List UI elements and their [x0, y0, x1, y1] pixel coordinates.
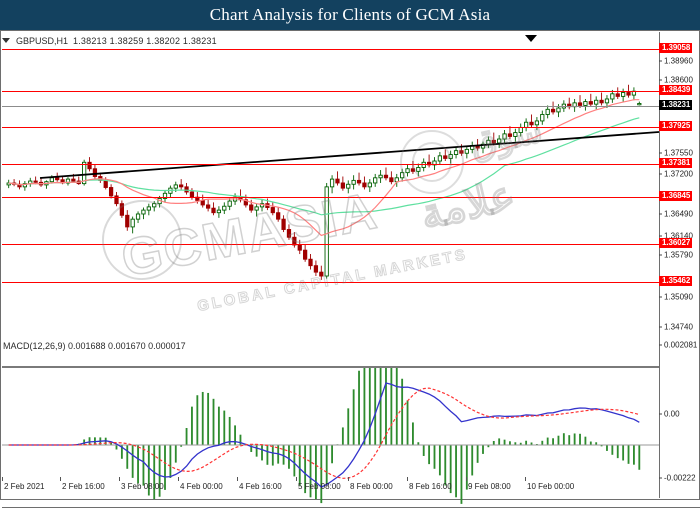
symbol-header[interactable]: GBPUSD,H1 1.38213 1.38259 1.38202 1.3823…	[2, 33, 217, 48]
level-line-1.37925[interactable]	[2, 127, 659, 128]
level-price-tag-1.38439[interactable]: 1.38439	[659, 85, 693, 95]
time-tick	[2, 477, 3, 481]
time-label-8-Feb-00-00: 8 Feb 00:00	[350, 482, 393, 491]
time-label-4-Feb-16-00: 4 Feb 16:00	[239, 482, 282, 491]
level-line-1.39058[interactable]	[2, 49, 659, 50]
level-price-tag-1.37381[interactable]: 1.37381	[659, 158, 693, 168]
macd-pane[interactable]	[2, 368, 659, 507]
time-label-2-Feb-16-00: 2 Feb 16:00	[62, 482, 105, 491]
time-tick	[407, 477, 408, 481]
price-axis[interactable]: 1.38960 1.38600 1.37550 1.37200 1.36490 1.361…	[659, 31, 700, 483]
time-tick	[466, 477, 467, 481]
time-tick	[348, 477, 349, 481]
macd-tick--0.00222: -0.00222	[659, 474, 696, 483]
time-label-9-Feb-08-00: 9 Feb 08:00	[468, 482, 511, 491]
level-price-tag-1.37925[interactable]: 1.37925	[659, 121, 693, 131]
macd-plot	[2, 368, 659, 504]
time-label-8-Feb-16-00: 8 Feb 16:00	[409, 482, 452, 491]
symbol-label: GBPUSD,H1	[16, 35, 69, 46]
macd-tick-0.00: 0.00	[659, 410, 680, 419]
macd-header: MACD(12,26,9) 0.001688 0.001670 0.000017	[3, 341, 186, 351]
macd-tick-0.002081: 0.002081	[659, 341, 697, 350]
time-tick	[60, 477, 61, 481]
time-tick	[178, 477, 179, 481]
pane-divider	[2, 366, 659, 368]
price-tick-1.38600: 1.38600	[659, 76, 693, 85]
price-tick-1.37200: 1.37200	[659, 170, 693, 179]
time-label-3-Feb-08-00: 3 Feb 08:00	[121, 482, 164, 491]
time-tick	[525, 477, 526, 481]
level-line-1.37381[interactable]	[2, 164, 659, 165]
level-line-1.36027[interactable]	[2, 244, 659, 245]
level-price-tag-1.39058[interactable]: 1.39058	[659, 43, 693, 53]
level-line-1.35462[interactable]	[2, 282, 659, 283]
price-tick-1.36140: 1.36140	[659, 232, 693, 241]
price-tick-1.34740: 1.34740	[659, 323, 693, 332]
time-label-4-Feb-00-00: 4 Feb 00:00	[180, 482, 223, 491]
level-line-1.38231[interactable]	[2, 106, 659, 107]
time-tick	[296, 477, 297, 481]
level-price-tag-1.36027[interactable]: 1.36027	[659, 238, 693, 248]
level-price-tag-1.36845[interactable]: 1.36845	[659, 191, 693, 201]
level-line-1.36845[interactable]	[2, 197, 659, 198]
axis-separator	[659, 32, 660, 498]
level-line-1.38439[interactable]	[2, 91, 659, 92]
ohlc-values: 1.38213 1.38259 1.38202 1.38231	[73, 35, 217, 46]
chart-top-marker-icon	[525, 35, 537, 42]
price-tick-1.35090: 1.35090	[659, 293, 693, 302]
time-label-5-Feb-08-00: 5 Feb 08:00	[298, 482, 341, 491]
time-tick	[237, 477, 238, 481]
current-price-tag-1.38231[interactable]: 1.38231	[659, 100, 693, 110]
page-title: Chart Analysis for Clients of GCM Asia	[209, 5, 491, 24]
price-tick-1.35790: 1.35790	[659, 251, 693, 260]
price-tick-1.38960: 1.38960	[659, 57, 693, 66]
time-axis: 2 Feb 2021 2 Feb 16:00 3 Feb 08:00 4 Feb 00…	[0, 477, 700, 500]
price-tick-1.36490: 1.36490	[659, 210, 693, 219]
chevron-down-icon[interactable]	[2, 38, 10, 43]
title-bar: Chart Analysis for Clients of GCM Asia	[0, 0, 700, 30]
time-tick	[119, 477, 120, 481]
time-label-2-Feb-2021: 2 Feb 2021	[4, 482, 45, 491]
price-tick-1.37550: 1.37550	[659, 149, 693, 158]
time-label-10-Feb-00-00: 10 Feb 00:00	[527, 482, 575, 491]
chart-frame	[0, 30, 700, 508]
level-price-tag-1.35462[interactable]: 1.35462	[659, 276, 693, 286]
